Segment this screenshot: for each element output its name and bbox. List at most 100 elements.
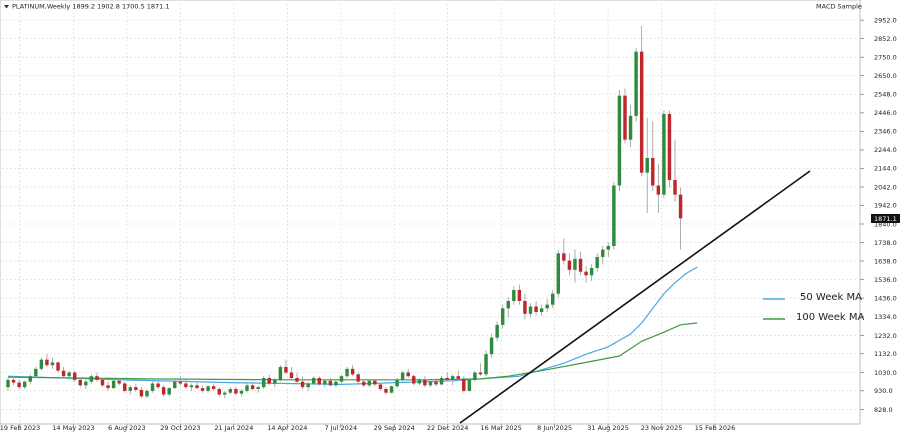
candle-bull xyxy=(167,388,171,395)
candle-bull xyxy=(145,390,149,397)
candle-bear xyxy=(578,258,583,272)
candle-bear xyxy=(217,389,221,395)
candle-bull xyxy=(489,337,494,355)
candle-bull xyxy=(439,378,444,385)
candle-bear xyxy=(678,194,683,219)
candle-bear xyxy=(289,372,294,378)
candle-bear xyxy=(534,306,538,312)
candle-bull xyxy=(223,392,227,395)
candle-bear xyxy=(267,378,271,384)
y-tick-label: 2750.0 xyxy=(874,53,897,61)
candle-bull xyxy=(467,379,472,391)
candle-bear xyxy=(562,253,566,261)
candle-bear xyxy=(462,378,466,391)
ma100-line xyxy=(7,322,698,381)
y-tick-label: 1638.0 xyxy=(874,257,897,265)
candle-bull xyxy=(84,381,88,386)
candle-bull xyxy=(239,390,244,394)
candle-bull xyxy=(495,324,499,338)
triangle-down-icon[interactable] xyxy=(4,5,9,9)
candle-bear xyxy=(406,372,410,377)
candle-bull xyxy=(128,387,133,391)
candle-bull xyxy=(228,389,233,393)
candle-bear xyxy=(17,382,21,388)
candle-bull xyxy=(50,362,55,366)
candle-bear xyxy=(584,271,588,276)
x-tick-label: 21 Jan 2024 xyxy=(214,424,253,432)
candle-bear xyxy=(250,385,255,389)
candle-bear xyxy=(300,381,305,388)
candle-bull xyxy=(551,293,555,305)
candle-bear xyxy=(117,380,121,384)
candle-bear xyxy=(423,379,427,386)
candle-bear xyxy=(639,51,644,173)
grid xyxy=(2,4,858,422)
candle-bear xyxy=(350,368,355,375)
candle-bear xyxy=(356,374,360,382)
indicator-label: MACD Sample xyxy=(816,3,862,11)
candle-bull xyxy=(500,308,505,325)
candle-bull xyxy=(306,383,310,388)
candle-bull xyxy=(428,381,433,386)
candle-bull xyxy=(589,268,594,276)
candle-bull xyxy=(189,385,194,388)
y-tick-label: 2346.0 xyxy=(874,128,897,136)
candle-bear xyxy=(295,378,299,382)
trendline[interactable] xyxy=(459,170,811,424)
candle-bear xyxy=(523,301,527,314)
x-tick-label: 22 Dec 2024 xyxy=(427,424,469,432)
candle-bull xyxy=(367,380,372,386)
y-tick-label: 1840.0 xyxy=(874,220,897,228)
candle-bear xyxy=(45,359,49,366)
x-tick-label: 16 Mar 2025 xyxy=(481,424,522,432)
plot-frame xyxy=(0,0,861,425)
y-tick-label: 930.0 xyxy=(874,387,893,395)
candle-bull xyxy=(273,379,277,384)
x-tick-label: 23 Nov 2025 xyxy=(641,424,683,432)
candle-bull xyxy=(311,378,316,384)
candle-bull xyxy=(662,114,666,195)
candle-bull xyxy=(173,381,177,389)
candle-bull xyxy=(389,386,394,393)
candle-bull xyxy=(261,378,266,388)
candle-bear xyxy=(651,158,655,186)
candle-bull xyxy=(400,372,405,380)
candle-bull xyxy=(628,115,633,140)
candle-bull xyxy=(34,368,38,377)
y-tick-label: 2548.0 xyxy=(874,91,897,99)
candle-bull xyxy=(339,376,344,382)
candle-bear xyxy=(434,381,438,385)
candle-bull xyxy=(573,258,577,270)
candle-bull xyxy=(595,257,599,268)
y-tick-label: 2144.0 xyxy=(874,165,897,173)
candle-bull xyxy=(506,301,510,309)
candle-bull xyxy=(556,253,561,294)
candle-bear xyxy=(373,380,377,385)
x-tick-label: 31 Aug 2025 xyxy=(587,424,629,432)
candle-bull xyxy=(150,383,155,391)
candle-bull xyxy=(345,368,349,377)
candle-bear xyxy=(156,383,160,388)
candle-bull xyxy=(545,304,549,309)
candle-bear xyxy=(317,378,321,385)
candle-bear xyxy=(412,376,416,384)
candle-bull xyxy=(473,372,477,380)
candle-bear xyxy=(656,185,661,195)
candle-bull xyxy=(67,372,71,377)
candle-bull xyxy=(395,379,399,387)
candle-bear xyxy=(567,260,572,270)
y-tick-label: 828.0 xyxy=(874,406,893,414)
candle-bear xyxy=(211,386,216,389)
trendline-layer[interactable] xyxy=(459,170,811,424)
candle-bull xyxy=(645,158,649,173)
candle-bull xyxy=(89,376,94,382)
candle-bear xyxy=(234,389,238,394)
candle-bull xyxy=(323,380,327,385)
x-tick-label: 29 Oct 2023 xyxy=(160,424,200,432)
candle-bull xyxy=(111,380,116,389)
candle-bull xyxy=(417,379,422,384)
x-tick-label: 15 Feb 2026 xyxy=(695,424,735,432)
